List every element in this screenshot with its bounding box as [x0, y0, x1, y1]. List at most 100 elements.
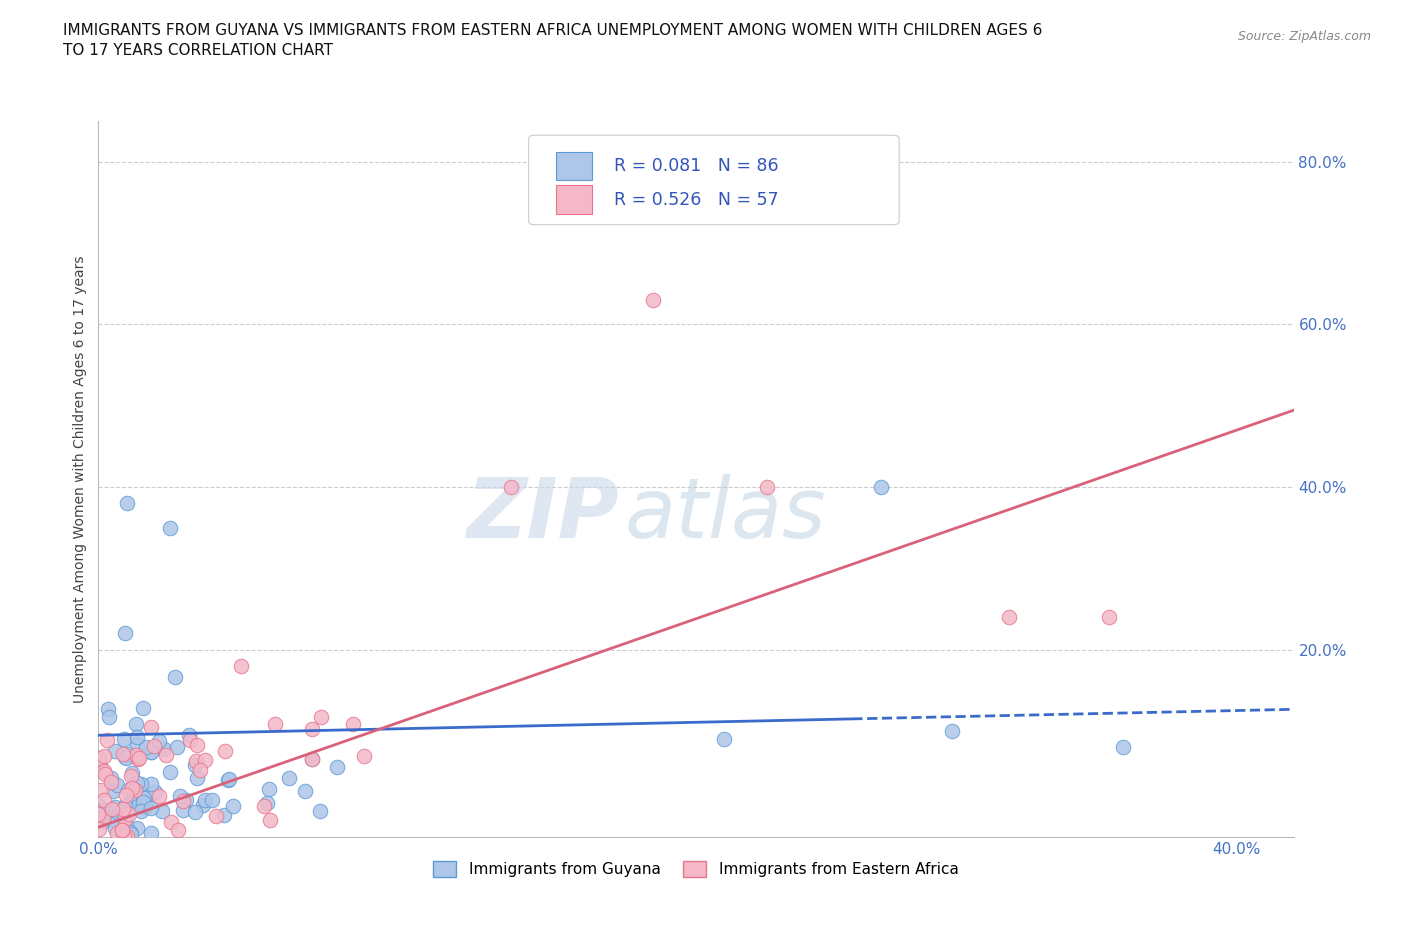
Y-axis label: Unemployment Among Women with Children Ages 6 to 17 years: Unemployment Among Women with Children A… [73, 255, 87, 703]
Point [353, 749, 375, 764]
Point [1112, 740, 1135, 755]
Text: IMMIGRANTS FROM GUYANA VS IMMIGRANTS FROM EASTERN AFRICA UNEMPLOYMENT AMONG WOME: IMMIGRANTS FROM GUYANA VS IMMIGRANTS FRO… [63, 23, 1043, 58]
Point [166, 823, 188, 838]
Point [301, 751, 323, 766]
Point [169, 788, 191, 803]
Point [114, 799, 136, 814]
Point [120, 768, 142, 783]
Point [152, 741, 174, 756]
Text: R = 0.526   N = 57: R = 0.526 N = 57 [613, 191, 778, 208]
Point [93, 749, 115, 764]
Point [115, 496, 138, 511]
Point [941, 724, 963, 738]
Point [97, 701, 120, 716]
Point [756, 480, 779, 495]
Point [221, 799, 243, 814]
Point [257, 781, 280, 796]
Point [115, 788, 138, 803]
Point [1097, 610, 1119, 625]
Point [127, 798, 149, 813]
Point [212, 807, 235, 822]
Point [166, 740, 188, 755]
Point [184, 804, 207, 819]
Point [201, 792, 224, 807]
Point [191, 798, 214, 813]
Point [139, 720, 162, 735]
Point [141, 744, 163, 759]
Legend: Immigrants from Guyana, Immigrants from Eastern Africa: Immigrants from Guyana, Immigrants from … [427, 855, 965, 884]
Point [125, 776, 148, 790]
Bar [557, 152, 592, 180]
Point [120, 793, 142, 808]
Point [89, 751, 111, 765]
Point [148, 734, 170, 749]
Point [163, 670, 186, 684]
Point [214, 743, 236, 758]
Point [131, 777, 153, 791]
Point [90, 782, 112, 797]
Point [139, 744, 162, 759]
Point [97, 803, 120, 817]
Point [308, 804, 330, 818]
Point [294, 783, 316, 798]
Point [264, 716, 287, 731]
Point [120, 827, 142, 842]
Point [160, 815, 183, 830]
Point [111, 802, 134, 817]
Text: atlas: atlas [624, 474, 825, 555]
Point [97, 710, 120, 724]
Point [112, 747, 135, 762]
Point [259, 812, 281, 827]
Point [188, 763, 211, 777]
Point [218, 772, 240, 787]
Point [135, 795, 157, 810]
Point [143, 738, 166, 753]
Point [105, 804, 128, 819]
Point [326, 760, 349, 775]
Point [111, 822, 134, 837]
Point [108, 839, 131, 854]
Point [89, 757, 111, 772]
Point [118, 825, 141, 840]
Point [150, 804, 173, 818]
Point [91, 811, 114, 826]
Bar [557, 185, 592, 214]
Point [87, 799, 110, 814]
Point [131, 795, 153, 810]
Point [115, 829, 138, 844]
Point [217, 773, 239, 788]
Point [101, 802, 124, 817]
Point [114, 817, 136, 831]
Point [870, 480, 893, 495]
Point [114, 811, 136, 826]
Point [177, 728, 200, 743]
Point [89, 821, 111, 836]
Point [159, 521, 181, 536]
Point [186, 770, 208, 785]
Point [93, 792, 115, 807]
Point [143, 785, 166, 800]
Point [194, 752, 217, 767]
Point [129, 804, 152, 818]
Point [253, 798, 276, 813]
Point [120, 796, 142, 811]
Point [100, 771, 122, 786]
Point [93, 764, 115, 779]
Point [112, 731, 135, 746]
Point [111, 823, 134, 838]
Point [172, 803, 194, 817]
Point [159, 764, 181, 779]
Point [100, 812, 122, 827]
Point [183, 758, 205, 773]
Point [301, 751, 323, 766]
Point [134, 800, 156, 815]
Point [499, 480, 522, 495]
Point [186, 737, 208, 752]
Point [301, 722, 323, 737]
Point [125, 729, 148, 744]
Point [115, 751, 138, 765]
Point [277, 770, 299, 785]
Point [135, 739, 157, 754]
Point [110, 804, 132, 818]
Point [96, 732, 118, 747]
